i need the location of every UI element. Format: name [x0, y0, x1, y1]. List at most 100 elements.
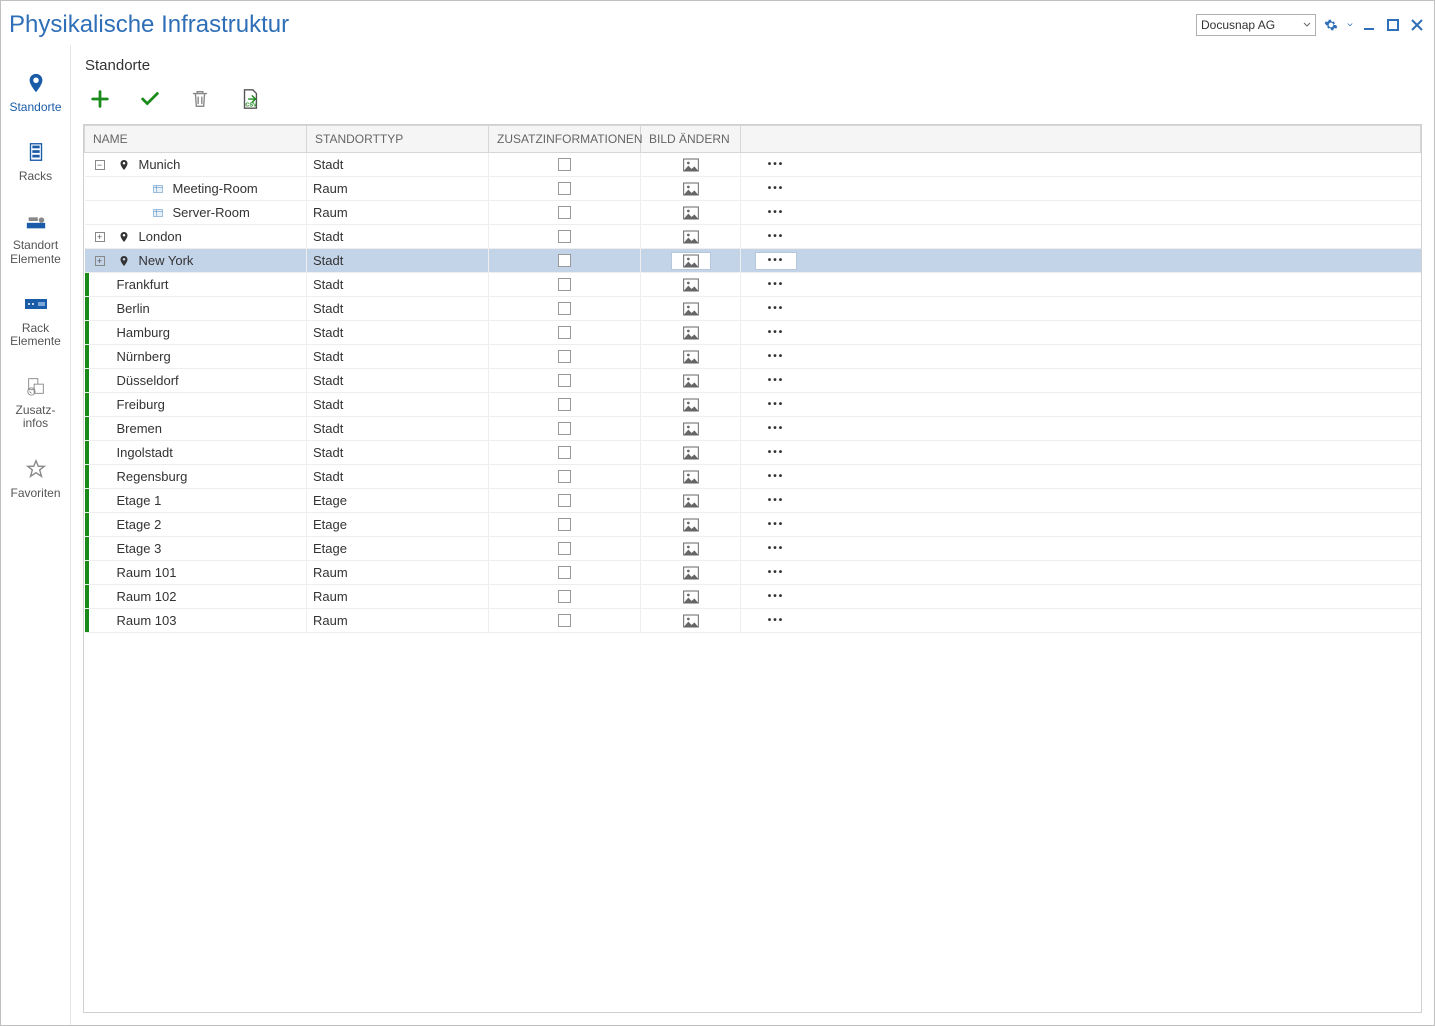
maximize-button[interactable] [1384, 16, 1402, 34]
sidebar-item-racks[interactable]: Racks [4, 138, 68, 183]
table-row[interactable]: Server-RoomRaum••• [85, 201, 1421, 225]
row-actions-button[interactable]: ••• [755, 564, 797, 582]
sidebar-item-standort-elemente[interactable]: Standort Elemente [4, 207, 68, 265]
table-row[interactable]: DüsseldorfStadt••• [85, 369, 1421, 393]
gear-icon[interactable] [1322, 16, 1340, 34]
add-button[interactable] [87, 86, 113, 112]
row-actions-button[interactable]: ••• [755, 492, 797, 510]
table-row[interactable]: Etage 2Etage••• [85, 513, 1421, 537]
change-image-button[interactable] [671, 540, 711, 558]
change-image-button[interactable] [671, 420, 711, 438]
table-row[interactable]: Etage 1Etage••• [85, 489, 1421, 513]
row-actions-button[interactable]: ••• [755, 156, 797, 174]
zusatz-checkbox[interactable] [558, 470, 571, 483]
table-row[interactable]: IngolstadtStadt••• [85, 441, 1421, 465]
sidebar-item-zusatz-infos[interactable]: Zusatz- infos [4, 372, 68, 430]
table-row[interactable]: Raum 101Raum••• [85, 561, 1421, 585]
row-actions-button[interactable]: ••• [755, 324, 797, 342]
change-image-button[interactable] [671, 156, 711, 174]
row-actions-button[interactable]: ••• [755, 444, 797, 462]
minimize-button[interactable] [1360, 16, 1378, 34]
sidebar-item-rack-elemente[interactable]: Rack Elemente [4, 290, 68, 348]
change-image-button[interactable] [671, 228, 711, 246]
zusatz-checkbox[interactable] [558, 182, 571, 195]
row-actions-button[interactable]: ••• [755, 348, 797, 366]
table-row[interactable]: FrankfurtStadt••• [85, 273, 1421, 297]
col-header-zusatz[interactable]: Zusatzinformationen [489, 126, 641, 153]
row-actions-button[interactable]: ••• [755, 204, 797, 222]
row-actions-button[interactable]: ••• [755, 180, 797, 198]
table-row[interactable]: NürnbergStadt••• [85, 345, 1421, 369]
zusatz-checkbox[interactable] [558, 518, 571, 531]
zusatz-checkbox[interactable] [558, 542, 571, 555]
col-header-standorttyp[interactable]: Standorttyp [307, 126, 489, 153]
sidebar-item-standorte[interactable]: Standorte [4, 69, 68, 114]
change-image-button[interactable] [671, 444, 711, 462]
table-row[interactable]: +LondonStadt••• [85, 225, 1421, 249]
gear-dropdown-icon[interactable] [1346, 16, 1354, 34]
row-actions-button[interactable]: ••• [755, 228, 797, 246]
export-csv-button[interactable]: CSV [237, 86, 263, 112]
table-row[interactable]: FreiburgStadt••• [85, 393, 1421, 417]
tree-expander[interactable]: + [95, 256, 105, 266]
tenant-select[interactable]: Docusnap AG [1196, 14, 1316, 36]
row-actions-button[interactable]: ••• [755, 372, 797, 390]
zusatz-checkbox[interactable] [558, 374, 571, 387]
table-row[interactable]: Raum 102Raum••• [85, 585, 1421, 609]
change-image-button[interactable] [671, 396, 711, 414]
table-row[interactable]: BremenStadt••• [85, 417, 1421, 441]
row-actions-button[interactable]: ••• [755, 588, 797, 606]
row-actions-button[interactable]: ••• [755, 252, 797, 270]
zusatz-checkbox[interactable] [558, 158, 571, 171]
table-row[interactable]: BerlinStadt••• [85, 297, 1421, 321]
zusatz-checkbox[interactable] [558, 254, 571, 267]
row-actions-button[interactable]: ••• [755, 540, 797, 558]
zusatz-checkbox[interactable] [558, 302, 571, 315]
zusatz-checkbox[interactable] [558, 230, 571, 243]
row-actions-button[interactable]: ••• [755, 276, 797, 294]
sidebar-item-favoriten[interactable]: Favoriten [4, 455, 68, 500]
zusatz-checkbox[interactable] [558, 398, 571, 411]
zusatz-checkbox[interactable] [558, 614, 571, 627]
table-row[interactable]: RegensburgStadt••• [85, 465, 1421, 489]
change-image-button[interactable] [671, 468, 711, 486]
change-image-button[interactable] [671, 300, 711, 318]
tree-expander[interactable]: + [95, 232, 105, 242]
tree-expander[interactable]: − [95, 160, 105, 170]
change-image-button[interactable] [671, 612, 711, 630]
col-header-actions[interactable] [741, 126, 1421, 153]
change-image-button[interactable] [671, 204, 711, 222]
table-row[interactable]: −MunichStadt••• [85, 153, 1421, 177]
change-image-button[interactable] [671, 252, 711, 270]
col-header-bild[interactable]: Bild ändern [641, 126, 741, 153]
close-button[interactable] [1408, 16, 1426, 34]
zusatz-checkbox[interactable] [558, 326, 571, 339]
col-header-name[interactable]: Name [85, 126, 307, 153]
zusatz-checkbox[interactable] [558, 278, 571, 291]
zusatz-checkbox[interactable] [558, 422, 571, 435]
change-image-button[interactable] [671, 372, 711, 390]
change-image-button[interactable] [671, 516, 711, 534]
zusatz-checkbox[interactable] [558, 494, 571, 507]
row-actions-button[interactable]: ••• [755, 516, 797, 534]
change-image-button[interactable] [671, 492, 711, 510]
delete-button[interactable] [187, 86, 213, 112]
change-image-button[interactable] [671, 180, 711, 198]
table-row[interactable]: HamburgStadt••• [85, 321, 1421, 345]
row-actions-button[interactable]: ••• [755, 612, 797, 630]
confirm-button[interactable] [137, 86, 163, 112]
row-actions-button[interactable]: ••• [755, 420, 797, 438]
change-image-button[interactable] [671, 348, 711, 366]
table-row[interactable]: +New YorkStadt••• [85, 249, 1421, 273]
row-actions-button[interactable]: ••• [755, 468, 797, 486]
change-image-button[interactable] [671, 276, 711, 294]
table-row[interactable]: Raum 103Raum••• [85, 609, 1421, 633]
zusatz-checkbox[interactable] [558, 446, 571, 459]
zusatz-checkbox[interactable] [558, 590, 571, 603]
change-image-button[interactable] [671, 564, 711, 582]
table-row[interactable]: Meeting-RoomRaum••• [85, 177, 1421, 201]
table-row[interactable]: Etage 3Etage••• [85, 537, 1421, 561]
zusatz-checkbox[interactable] [558, 566, 571, 579]
zusatz-checkbox[interactable] [558, 350, 571, 363]
row-actions-button[interactable]: ••• [755, 396, 797, 414]
